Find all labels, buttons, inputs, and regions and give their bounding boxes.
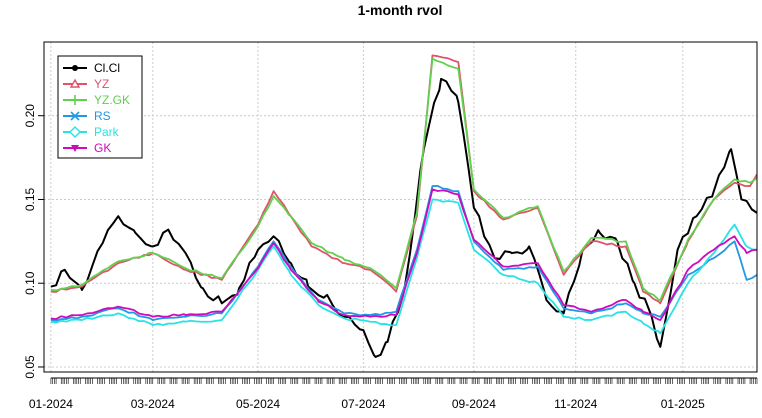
legend-marker [71,145,79,152]
legend-label: Park [94,125,120,139]
y-tick-label: 0.20 [23,104,37,128]
series-line-rs [50,184,758,322]
x-tick-label: 03-2024 [131,397,175,411]
x-tick-label: 05-2024 [236,397,280,411]
x-tick-label: 01-2025 [661,397,705,411]
x-tick-label: 07-2024 [341,397,385,411]
legend-label: YZ.GK [94,93,130,107]
legend-label: Cl.Cl [94,61,120,75]
series-layer [50,54,758,358]
series-line-gk [50,188,758,321]
legend-marker [69,126,81,138]
legend-marker [70,111,80,121]
y-tick-label: 0.15 [23,187,37,211]
y-tick-label: 0.05 [23,355,37,379]
legend-box [57,55,143,159]
legend: Cl.Cl YZ YZ.GK RS Park GK [57,55,143,159]
x-day-ticks [50,378,758,384]
series-line-yz-gk [50,57,758,301]
chart-title: 1-month rvol [358,2,443,18]
series-line-park [50,198,758,335]
plot-frame [43,41,758,373]
legend-marker [72,65,78,71]
x-tick-label: 01-2024 [29,397,73,411]
legend-label: RS [94,109,111,123]
legend-label: GK [94,141,111,155]
x-axis: 01-2024 03-2024 05-2024 07-2024 09-2024 11-20… [29,377,758,411]
x-tick-label: 11-2024 [554,397,597,411]
y-tick-label: 0.10 [23,271,37,295]
legend-label: YZ [94,77,109,91]
x-tick-label: 09-2024 [452,397,496,411]
series-line-yz [50,54,758,305]
y-axis: 0.05 0.10 0.15 0.20 [23,104,44,379]
grid-layer [44,42,757,372]
legend-marker [69,78,81,88]
